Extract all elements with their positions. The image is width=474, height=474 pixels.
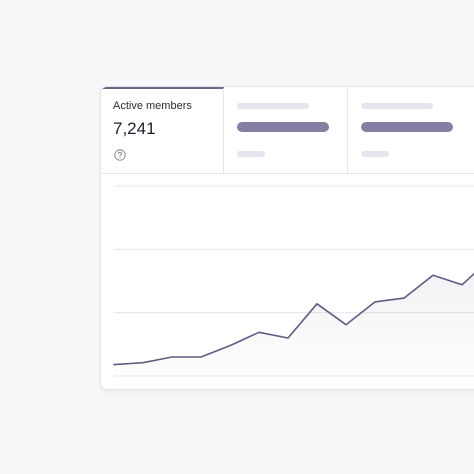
skeleton-value (237, 122, 329, 132)
skeleton-value (361, 122, 453, 132)
skeleton-caption (237, 151, 265, 157)
chart-svg (113, 185, 474, 377)
metric-label: Active members (113, 100, 192, 112)
tab-active-members[interactable]: Active members 7,241 (101, 87, 224, 173)
tab-placeholder-2[interactable] (224, 87, 348, 173)
chart-area-fill (114, 273, 474, 376)
metric-tabs: Active members 7,241 (101, 87, 474, 174)
question-circle-icon[interactable] (114, 149, 126, 161)
skeleton-caption (361, 151, 389, 157)
members-metrics-card: Active members 7,241 (100, 86, 474, 390)
metric-value: 7,241 (113, 119, 156, 138)
skeleton-label (361, 103, 433, 109)
tab-placeholder-3[interactable] (348, 87, 474, 173)
line-chart (101, 174, 474, 389)
skeleton-label (237, 103, 309, 109)
